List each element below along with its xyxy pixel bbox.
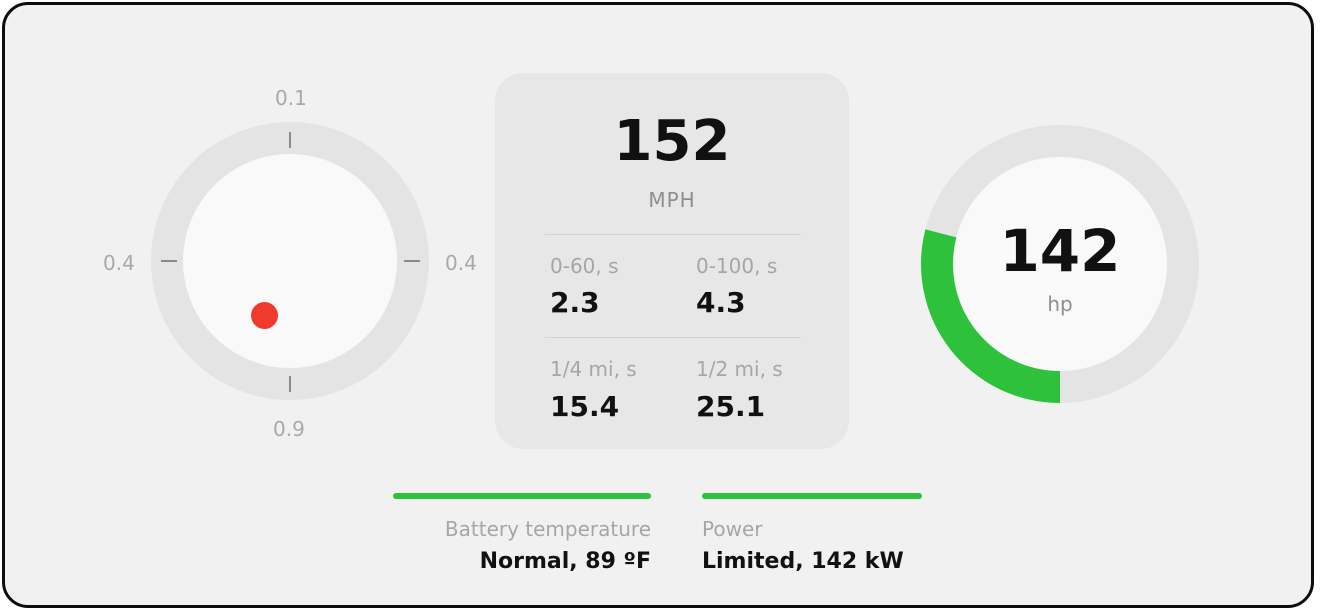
divider [545, 337, 801, 338]
metric-value-0-60: 2.3 [550, 286, 600, 319]
battery-status-bar [393, 493, 651, 499]
metric-value-0-100: 4.3 [696, 286, 746, 319]
power-status-value: Limited, 142 kW [702, 549, 904, 574]
metric-label-half-mile: 1/2 mi, s [696, 357, 783, 381]
metric-value-half-mile: 25.1 [696, 390, 766, 423]
power-unit: hp [1047, 292, 1073, 316]
g-label-top: 0.1 [275, 86, 307, 110]
performance-card [495, 73, 849, 449]
battery-temperature-value: Normal, 89 ºF [479, 549, 651, 574]
g-label-left: 0.4 [103, 251, 135, 275]
g-force-dial-graphic [151, 122, 429, 400]
speed-value: 152 [613, 109, 731, 174]
divider [545, 234, 801, 235]
metric-value-quarter-mile: 15.4 [550, 390, 620, 423]
g-force-dial [150, 121, 430, 401]
power-gauge-inner-disc [953, 157, 1167, 371]
power-label: Power [702, 517, 763, 541]
metric-label-0-60: 0-60, s [550, 254, 619, 278]
metric-label-quarter-mile: 1/4 mi, s [550, 357, 637, 381]
power-value: 142 [999, 217, 1121, 285]
power-gauge [921, 125, 1199, 403]
metric-label-0-100: 0-100, s [696, 254, 778, 278]
power-status-bar [702, 493, 922, 499]
battery-temperature-label: Battery temperature [444, 517, 651, 541]
g-force-inner-disc [183, 154, 397, 368]
speed-unit: MPH [648, 188, 696, 212]
g-label-right: 0.4 [445, 251, 477, 275]
g-label-bottom: 0.9 [273, 417, 305, 441]
g-force-dot [251, 302, 278, 329]
